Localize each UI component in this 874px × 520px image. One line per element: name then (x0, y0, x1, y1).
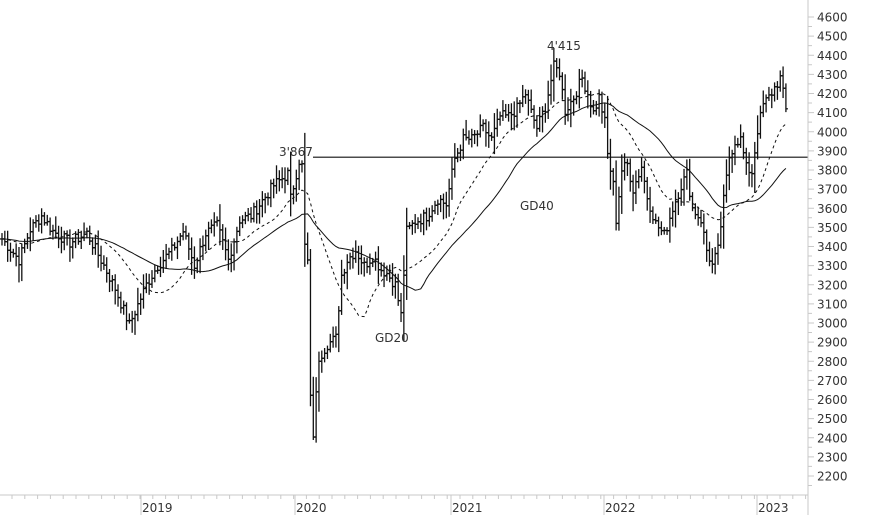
y-tick-label: 2200 (817, 470, 848, 484)
y-tick-label: 3900 (817, 144, 848, 158)
y-tick-label: 4300 (817, 68, 848, 82)
x-tick-label: 2022 (605, 501, 636, 515)
y-tick-label: 3700 (817, 183, 848, 197)
x-axis: 2019 2020 2021 2022 2023 (0, 494, 808, 515)
y-tick-label: 4200 (817, 87, 848, 101)
x-tick-label: 2020 (296, 501, 327, 515)
y-tick-label: 2500 (817, 412, 848, 426)
ohlc-bars-series (0, 47, 788, 443)
gd40-moving-average-line (2, 102, 787, 291)
y-tick-label: 2300 (817, 450, 848, 464)
y-axis: 4600 4500 4400 4300 4200 4100 4000 3900 3800 3700… (807, 0, 848, 515)
x-tick-label: 2019 (142, 501, 173, 515)
y-tick-label: 4600 (817, 11, 848, 25)
y-tick-label: 3300 (817, 259, 848, 273)
y-tick-label: 3000 (817, 317, 848, 331)
gd40-label: GD40 (520, 199, 554, 213)
y-tick-label: 2900 (817, 336, 848, 350)
y-tick-label: 4000 (817, 125, 848, 139)
y-tick-label: 3500 (817, 221, 848, 235)
y-tick-label: 3200 (817, 278, 848, 292)
y-tick-label: 3800 (817, 164, 848, 178)
gd20-moving-average-line (1, 92, 787, 318)
y-tick-label: 4100 (817, 106, 848, 120)
y-tick-label: 2800 (817, 355, 848, 369)
resistance-label: 3'867 (279, 145, 313, 159)
y-tick-label: 3600 (817, 202, 848, 216)
y-tick-label: 2700 (817, 374, 848, 388)
y-tick-label: 2400 (817, 431, 848, 445)
x-tick-label: 2021 (452, 501, 483, 515)
plot-area: 3'867 4'415 GD20 GD40 (0, 39, 808, 443)
y-tick-label: 4400 (817, 49, 848, 63)
y-tick-label: 3400 (817, 240, 848, 254)
y-tick-label: 4500 (817, 30, 848, 44)
y-tick-label: 2600 (817, 393, 848, 407)
x-tick-label: 2023 (758, 501, 789, 515)
gd20-label: GD20 (375, 331, 409, 345)
high-label: 4'415 (547, 39, 581, 53)
y-tick-label: 3100 (817, 297, 848, 311)
